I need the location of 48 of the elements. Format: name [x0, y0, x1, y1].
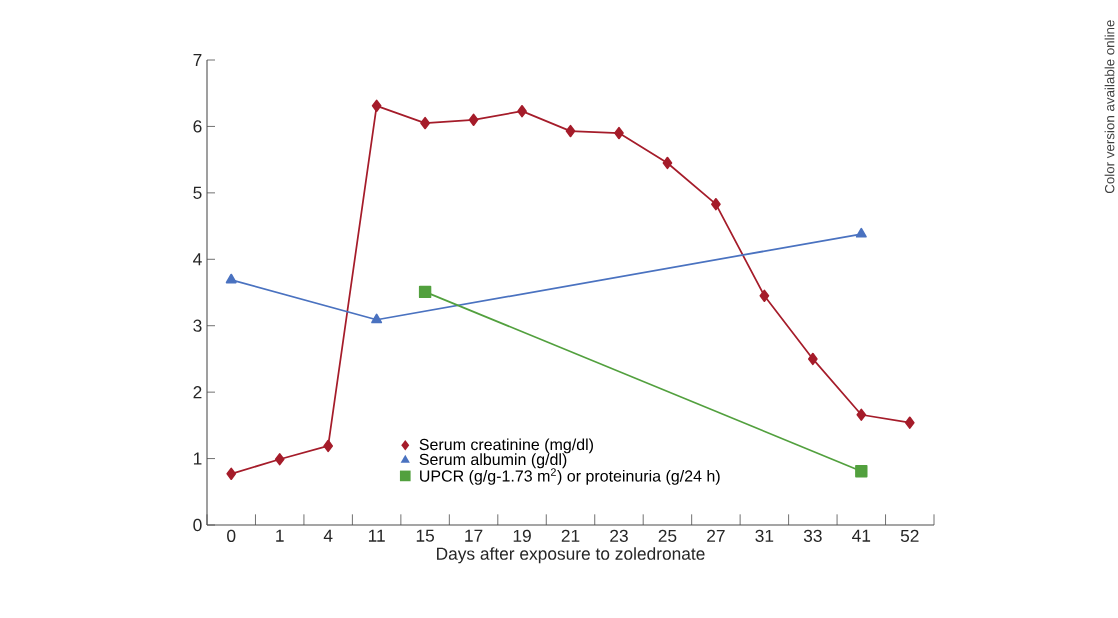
point [855, 227, 867, 238]
x-tick-label: 23 [610, 529, 628, 542]
point [371, 313, 383, 324]
x-axis-title: Days after exposure to zoledronate [437, 547, 705, 564]
point [856, 408, 867, 421]
x-tick-label: 41 [852, 529, 871, 542]
x-tick-label: 21 [561, 529, 580, 542]
x-tick-label: 17 [465, 529, 483, 542]
point [855, 464, 868, 478]
point [226, 467, 237, 481]
point [759, 289, 770, 303]
point [468, 113, 479, 126]
x-tick-label: 1 [276, 529, 284, 542]
point [274, 453, 285, 466]
x-tick-label: 25 [658, 529, 677, 542]
point [614, 126, 624, 140]
point [517, 104, 527, 118]
point [711, 197, 721, 211]
x-tick-label: 19 [513, 529, 531, 542]
y-tick-label: 7 [193, 54, 202, 66]
y-tick-label: 1 [193, 452, 202, 465]
point [420, 116, 430, 130]
y-tick-label: 0 [193, 518, 202, 532]
x-tick-label: 27 [707, 529, 725, 542]
y-tick-label: 5 [193, 186, 202, 199]
point [662, 156, 673, 170]
point [565, 124, 576, 138]
legend-label: Serum creatinine (mg/dl) [419, 438, 593, 454]
y-tick-label: 3 [193, 319, 202, 332]
y-tick-label: 6 [193, 120, 202, 133]
x-tick-label: 11 [368, 529, 385, 542]
point [225, 273, 237, 284]
legend-label: Serum albumin (g/dl) [419, 453, 567, 469]
x-tick-label: 4 [323, 529, 333, 542]
point [323, 439, 334, 453]
x-tick-label: 33 [803, 529, 822, 542]
point [904, 416, 915, 429]
x-tick-label: 0 [227, 529, 236, 542]
y-tick-label: 2 [193, 386, 202, 399]
x-tick-label: 52 [900, 529, 919, 542]
y-tick-label: 4 [193, 253, 202, 266]
point [418, 285, 432, 299]
text: Color version available online [1104, 20, 1115, 194]
point [371, 99, 382, 113]
x-tick-label: 31 [755, 529, 774, 542]
legend-label: UPCR (g/g-1.73 m$^{2}$) or proteinuria (g/24 h) [420, 468, 720, 485]
x-tick-label: 15 [416, 529, 435, 542]
point [807, 352, 818, 366]
